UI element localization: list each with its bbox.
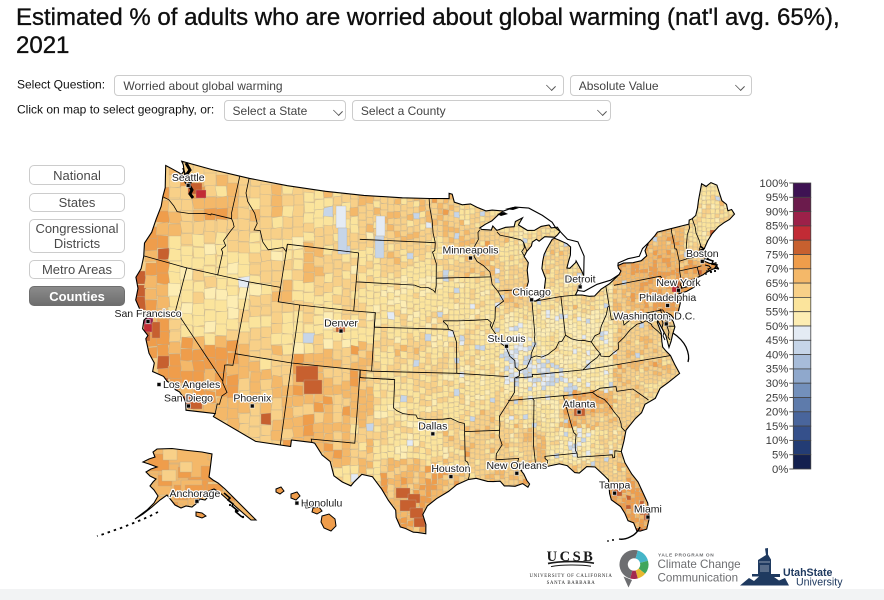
svg-text:Los Angeles: Los Angeles — [163, 379, 220, 391]
svg-text:30%: 30% — [766, 378, 789, 390]
svg-text:UNIVERSITY OF CALIFORNIA: UNIVERSITY OF CALIFORNIA — [530, 574, 613, 579]
svg-text:Washington, D.C.: Washington, D.C. — [613, 310, 695, 322]
svg-text:St.Louis: St.Louis — [488, 333, 526, 345]
svg-text:80%: 80% — [766, 235, 789, 247]
svg-text:Chicago: Chicago — [512, 286, 551, 298]
svg-text:Honolulu: Honolulu — [301, 498, 343, 510]
svg-text:45%: 45% — [766, 335, 789, 347]
svg-text:75%: 75% — [766, 249, 789, 261]
svg-text:25%: 25% — [766, 392, 789, 404]
svg-text:New York: New York — [656, 277, 701, 289]
svg-text:Philadelphia: Philadelphia — [639, 292, 696, 304]
svg-text:Climate Change: Climate Change — [658, 558, 741, 571]
svg-text:100%: 100% — [759, 178, 788, 190]
svg-text:60%: 60% — [766, 292, 789, 304]
svg-text:95%: 95% — [766, 192, 789, 204]
svg-text:Tampa: Tampa — [599, 480, 631, 492]
svg-text:Dallas: Dallas — [418, 420, 447, 432]
svg-text:10%: 10% — [766, 435, 789, 447]
svg-text:University: University — [796, 577, 843, 589]
svg-text:SANTA BARBARA: SANTA BARBARA — [547, 581, 596, 586]
svg-text:San Francisco: San Francisco — [114, 308, 181, 320]
svg-text:35%: 35% — [766, 364, 789, 376]
svg-text:Minneapolis: Minneapolis — [442, 245, 498, 257]
svg-text:Boston: Boston — [686, 248, 719, 260]
svg-text:5%: 5% — [772, 450, 788, 462]
svg-text:Phoenix: Phoenix — [233, 393, 272, 405]
svg-text:55%: 55% — [766, 307, 789, 319]
svg-text:50%: 50% — [766, 321, 789, 333]
svg-text:Seattle: Seattle — [172, 172, 205, 184]
svg-text:Atlanta: Atlanta — [563, 399, 596, 411]
svg-text:20%: 20% — [766, 407, 789, 419]
svg-text:Anchorage: Anchorage — [170, 488, 221, 500]
svg-text:90%: 90% — [766, 206, 789, 218]
svg-text:Miami: Miami — [634, 504, 662, 516]
svg-text:65%: 65% — [766, 278, 789, 290]
svg-text:70%: 70% — [766, 264, 789, 276]
svg-text:New Orleans: New Orleans — [486, 460, 547, 472]
svg-text:Detroit: Detroit — [565, 273, 596, 285]
svg-text:San Diego: San Diego — [164, 393, 213, 405]
svg-text:0%: 0% — [772, 464, 788, 476]
svg-text:85%: 85% — [766, 221, 789, 233]
svg-text:Communication: Communication — [658, 572, 739, 585]
svg-text:40%: 40% — [766, 349, 789, 361]
svg-text:Houston: Houston — [431, 463, 470, 475]
svg-text:15%: 15% — [766, 421, 789, 433]
svg-text:Denver: Denver — [324, 318, 358, 330]
